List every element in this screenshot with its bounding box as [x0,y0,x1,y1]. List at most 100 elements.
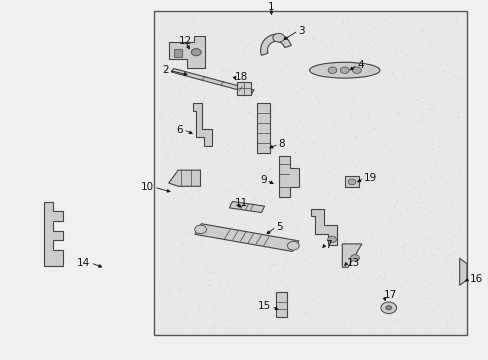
Point [242,188,250,193]
Point [378,316,386,321]
Point [210,148,218,154]
Point [349,242,357,248]
Point [158,119,166,125]
Point [226,323,234,329]
Point [370,22,378,28]
Point [451,76,459,82]
Point [330,124,338,130]
Point [210,75,218,80]
Point [174,183,182,189]
Point [214,204,222,210]
Point [397,54,405,60]
Point [284,34,291,40]
Point [453,95,461,100]
Point [337,67,345,72]
Point [274,46,282,51]
Point [350,306,358,312]
Point [383,134,391,139]
Point [446,201,454,207]
Point [317,74,325,80]
Point [456,310,464,316]
Point [255,249,263,255]
Point [178,184,185,190]
Point [420,77,428,83]
Point [285,263,292,269]
Point [305,259,312,265]
Point [233,218,241,224]
Point [395,164,403,170]
Bar [174,49,181,57]
Point [391,280,399,286]
Point [444,291,452,296]
Point [434,115,442,121]
Point [394,131,402,136]
Point [233,223,241,229]
Point [178,48,186,53]
Point [172,70,180,76]
Point [380,35,388,41]
Point [364,259,372,265]
Point [317,169,325,175]
Point [228,201,236,206]
Point [363,41,371,46]
Point [438,127,446,133]
Point [382,249,390,255]
Point [294,152,302,158]
Point [244,40,252,46]
Point [456,225,464,231]
Point [294,291,302,297]
Point [251,198,259,204]
Point [313,293,321,298]
Point [221,188,228,194]
Point [431,285,439,291]
Point [373,38,381,44]
Point [216,90,224,96]
Point [213,210,221,216]
Point [226,67,234,73]
Point [295,140,303,146]
Point [305,290,313,296]
Point [306,68,314,74]
Point [270,239,278,244]
Point [438,26,446,32]
Text: 11: 11 [234,198,247,208]
Point [449,187,457,193]
Point [272,57,280,62]
Point [379,251,386,257]
Point [432,222,440,228]
Point [353,238,361,244]
Point [279,136,286,141]
Point [445,22,452,28]
Point [259,28,267,34]
Point [374,25,382,31]
Point [175,19,183,24]
Point [249,95,257,101]
Point [167,139,175,144]
Point [178,323,185,329]
Point [294,270,302,276]
Point [297,199,305,205]
Point [282,255,289,261]
Point [447,249,455,255]
Point [402,277,410,283]
Point [364,112,371,118]
Point [311,321,319,327]
Point [298,145,306,151]
Point [346,245,354,251]
Point [308,25,316,31]
Point [326,142,334,148]
Point [196,167,203,173]
Point [383,282,391,288]
Point [168,216,176,221]
Point [352,64,360,70]
Point [447,311,455,316]
Point [183,87,190,93]
Point [364,64,372,70]
Point [450,249,458,255]
Point [414,194,422,199]
Point [193,128,201,134]
Point [260,185,268,190]
Point [311,22,319,27]
Point [399,293,407,298]
Point [279,264,286,269]
